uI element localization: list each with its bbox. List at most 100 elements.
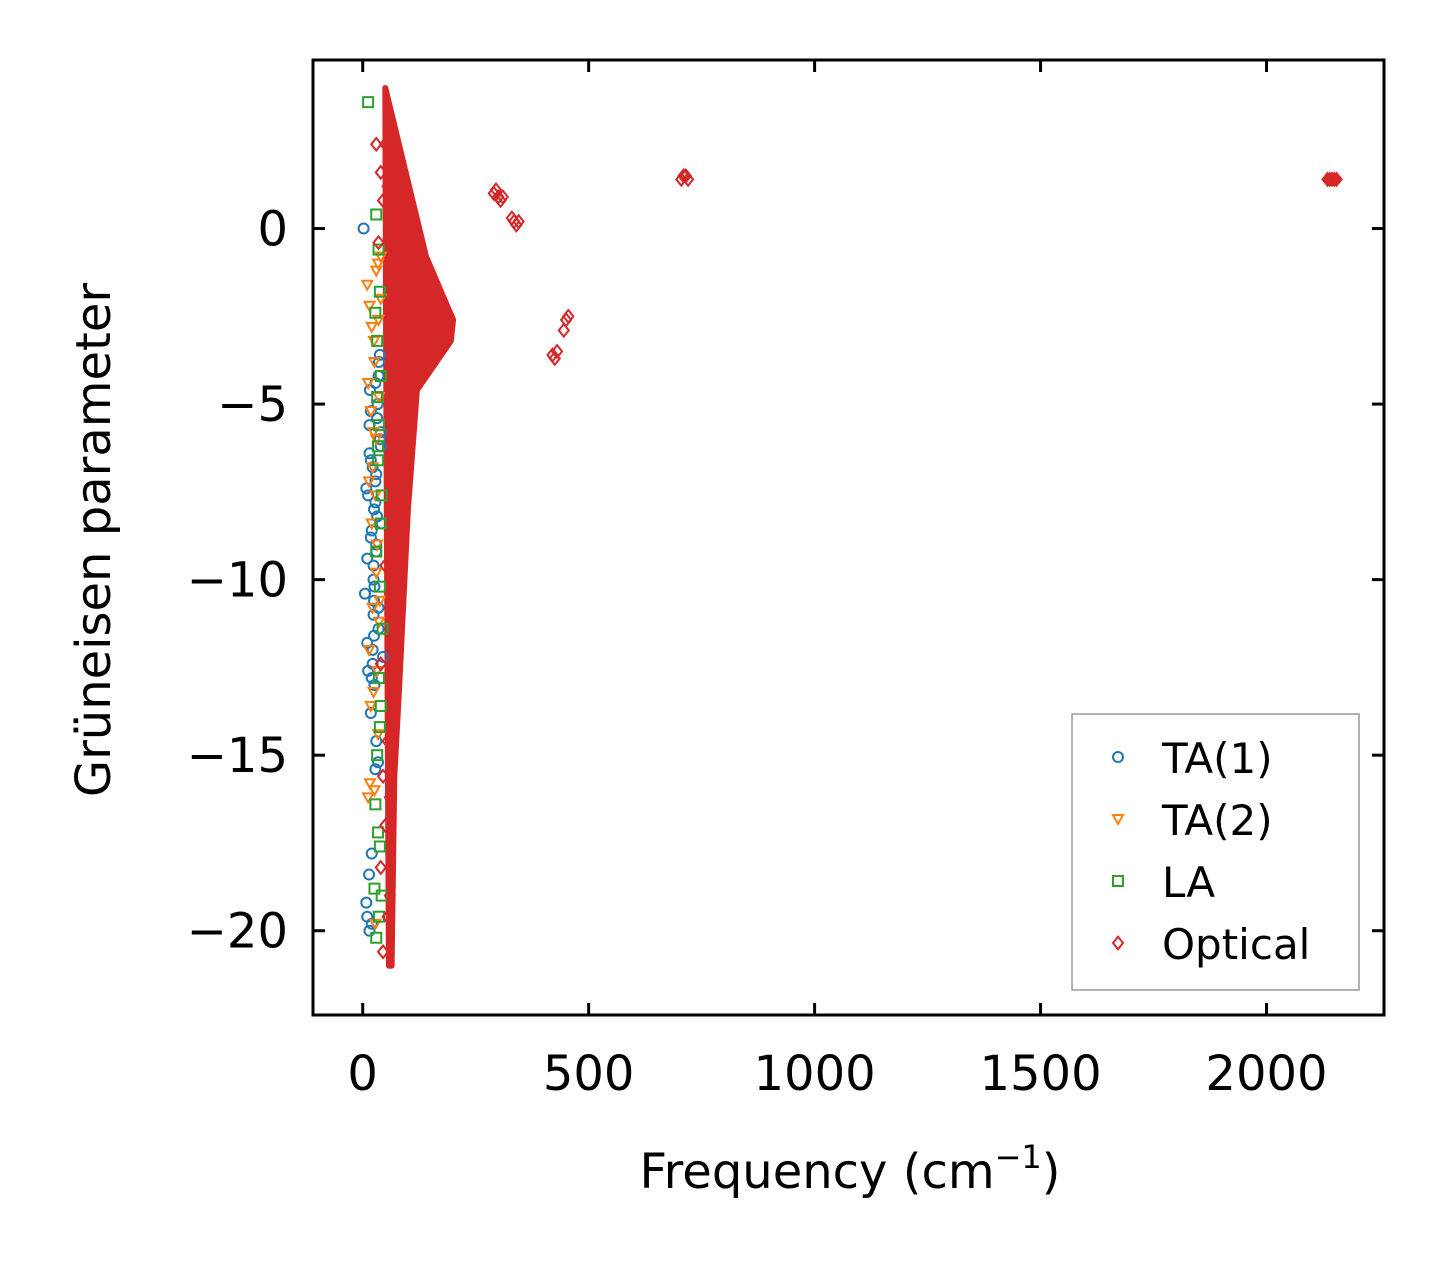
point-ta-2-16 [363, 778, 377, 791]
point-optical-18 [381, 908, 394, 925]
scatter-points [357, 96, 1343, 960]
point-optical-7 [385, 515, 399, 532]
point-optical-32 [557, 322, 571, 339]
y-tick-label-4: −20 [187, 904, 288, 960]
point-optical-15 [379, 817, 392, 834]
point-la-11 [373, 580, 386, 593]
point-ta-2-0 [360, 279, 374, 292]
point-optical-8 [379, 557, 392, 574]
legend-label-0: TA(1) [1161, 734, 1273, 783]
point-ta-2-30 [362, 476, 376, 489]
point-la-22 [374, 517, 387, 530]
optical-dense-cloud [382, 85, 457, 969]
x-axis-label-sup: −1 [995, 1138, 1042, 1176]
point-ta-2-31 [371, 258, 385, 271]
point-optical-5 [381, 178, 394, 195]
point-la-6 [374, 369, 387, 382]
point-optical-19 [376, 943, 390, 960]
point-ta-1-45 [370, 468, 383, 481]
plot-frame [311, 58, 1386, 1017]
legend-marker-1 [1111, 814, 1125, 827]
point-ta-2-18 [372, 616, 386, 629]
point-ta-1-51 [371, 510, 384, 523]
point-la-9 [375, 489, 388, 502]
point-optical-13 [376, 768, 390, 785]
point-ta-1-28 [369, 496, 382, 509]
point-ta-2-2 [365, 321, 379, 334]
point-ta-2-17 [367, 785, 382, 798]
point-ta-2-10 [368, 490, 383, 503]
y-tick-label-2: −10 [187, 553, 288, 609]
point-ta-2-5 [371, 314, 386, 327]
point-la-1 [370, 208, 383, 221]
point-la-12 [376, 622, 389, 635]
point-la-18 [373, 840, 386, 853]
point-ta-2-15 [371, 729, 385, 742]
point-la-7 [372, 419, 385, 432]
point-optical-9 [383, 585, 397, 602]
axis-ticks: 0 500 1000 1500 2000 0 −5 −10 −15 −20 [187, 60, 1384, 1102]
y-axis-label: Grüneisen parameter [66, 283, 122, 798]
legend-label-3: Optical [1162, 920, 1310, 969]
point-la-19 [375, 889, 388, 902]
point-ta-2-24 [368, 918, 383, 931]
point-ta-2-20 [369, 434, 383, 447]
point-la-26 [368, 882, 381, 895]
point-optical-12 [381, 733, 394, 749]
point-ta-1-27 [367, 559, 380, 572]
legend-marker-0 [1112, 751, 1124, 763]
point-optical-16 [374, 859, 388, 876]
point-ta-2-26 [367, 356, 382, 370]
point-ta-2-32 [369, 567, 383, 580]
point-ta-1-47 [363, 447, 376, 460]
legend-box [1071, 713, 1360, 991]
point-ta-2-19 [365, 518, 379, 531]
point-optical-42 [1328, 171, 1341, 188]
point-ta-1-46 [365, 524, 378, 537]
point-ta-1-7 [365, 671, 378, 684]
x-axis-label-close: ) [1042, 1144, 1061, 1200]
point-optical-38 [681, 171, 695, 188]
legend-label-1: TA(2) [1161, 796, 1273, 845]
point-optical-31 [550, 343, 564, 360]
point-ta-1-1 [358, 587, 371, 600]
point-ta-1-26 [365, 847, 378, 860]
x-tick-label-2: 1000 [754, 1046, 876, 1102]
point-la-5 [371, 334, 384, 347]
point-la-13 [372, 671, 385, 684]
point-ta-2-3 [367, 335, 381, 348]
point-la-3 [373, 285, 386, 298]
point-ta-1-20 [364, 707, 377, 720]
point-ta-2-28 [374, 293, 388, 306]
x-axis-label-text: Frequency (cm [639, 1144, 994, 1200]
point-ta-1-14 [373, 348, 386, 361]
point-ta-1-29 [371, 412, 384, 425]
point-ta-2-8 [364, 406, 378, 419]
point-la-20 [372, 910, 385, 923]
legend-marker-2 [1112, 875, 1124, 887]
point-ta-2-12 [373, 595, 387, 608]
legend: TA(1) TA(2) LA Optical [1071, 713, 1360, 991]
point-optical-17 [383, 887, 397, 904]
point-optical-0 [369, 136, 383, 153]
point-ta-2-11 [370, 539, 384, 552]
point-la-14 [374, 700, 387, 713]
point-la-23 [372, 440, 385, 453]
point-la-21 [370, 931, 383, 944]
point-optical-10 [374, 656, 388, 672]
point-ta-1-42 [369, 763, 382, 776]
point-ta-1-30 [363, 924, 376, 937]
point-optical-14 [383, 789, 397, 806]
point-ta-2-6 [374, 251, 388, 264]
point-la-17 [372, 826, 385, 839]
point-ta-1-2 [360, 896, 373, 909]
point-la-0 [362, 96, 375, 109]
point-la-16 [369, 798, 382, 811]
point-optical-27 [510, 217, 523, 233]
point-ta-1-34 [364, 454, 377, 467]
point-ta-1-19 [363, 868, 376, 881]
point-optical-24 [496, 189, 510, 205]
point-la-8 [372, 454, 385, 467]
point-optical-3 [383, 150, 397, 167]
